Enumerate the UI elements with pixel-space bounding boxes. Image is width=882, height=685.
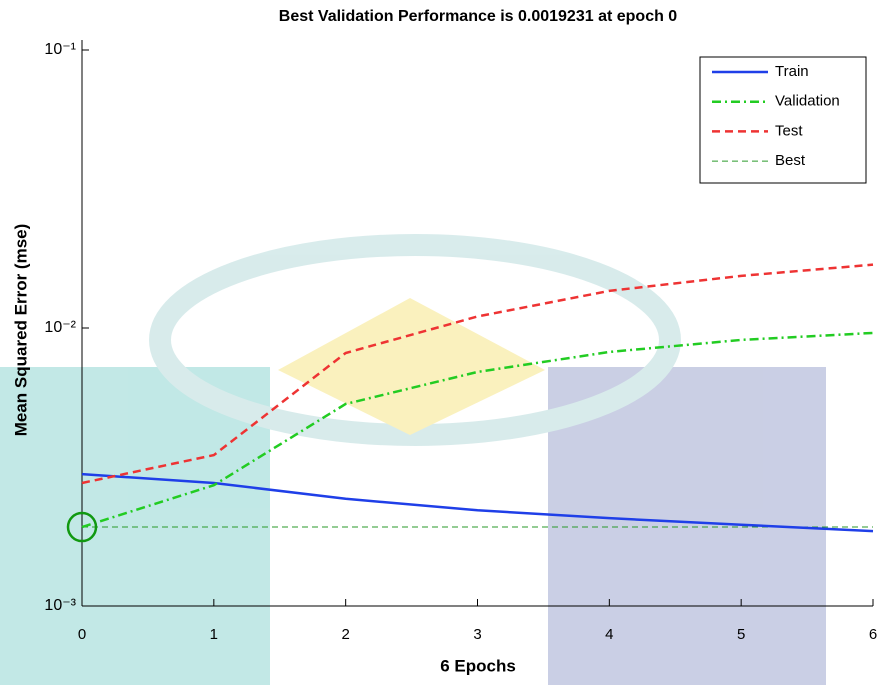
x-tick-label: 5 <box>737 626 745 643</box>
y-tick-label: 10⁻³ <box>44 597 76 614</box>
y-tick-label: 10⁻² <box>44 319 76 336</box>
watermark-diamond <box>278 298 545 435</box>
x-tick-label: 3 <box>473 626 481 643</box>
x-tick-label: 0 <box>78 626 86 643</box>
y-tick-label: 10⁻¹ <box>44 41 76 58</box>
chart: Best Validation Performance is 0.0019231… <box>0 0 882 685</box>
legend-label: Validation <box>775 93 840 110</box>
chart-title: Best Validation Performance is 0.0019231… <box>279 8 678 25</box>
x-tick-label: 6 <box>869 626 877 643</box>
x-tick-label: 1 <box>210 626 218 643</box>
watermark <box>0 245 826 685</box>
x-tick-label: 4 <box>605 626 613 643</box>
x-tick-label: 2 <box>341 626 349 643</box>
y-axis-label: Mean Squared Error (mse) <box>11 224 30 437</box>
x-axis-label: 6 Epochs <box>440 656 516 675</box>
legend-label: Train <box>775 63 809 80</box>
legend-label: Best <box>775 152 806 169</box>
legend-label: Test <box>775 122 803 139</box>
